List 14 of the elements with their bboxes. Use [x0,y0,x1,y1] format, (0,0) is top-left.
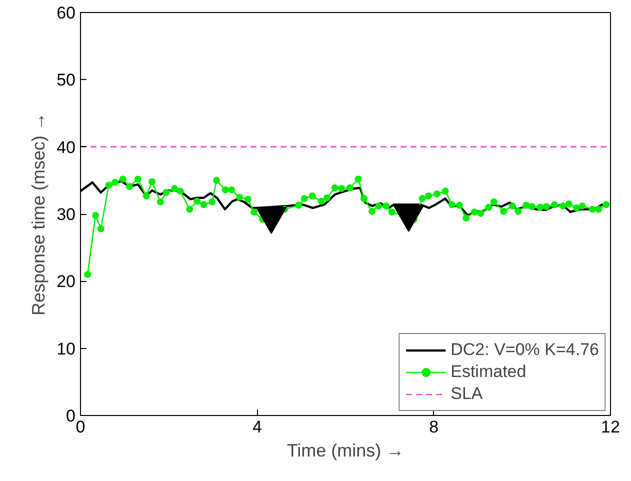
y-tick-label: 30 [56,205,76,224]
legend-label: Estimated [450,362,526,382]
y-axis-title: Response time (msec) → [28,112,49,316]
legend-label: DC2: V=0% K=4.76 [450,340,599,360]
legend-label: SLA [450,384,483,404]
y-tick-label: 50 [56,70,76,90]
x-tick-label: 12 [601,418,620,436]
x-axis-title: Time (mins) → [286,440,404,460]
x-tick-label: 4 [252,418,262,436]
y-tick-label: 20 [56,272,76,292]
x-tick-label: 8 [429,418,439,436]
y-tick-label: 10 [56,339,76,358]
y-tick-label: 40 [56,138,76,157]
y-tick-label: 60 [56,4,76,22]
